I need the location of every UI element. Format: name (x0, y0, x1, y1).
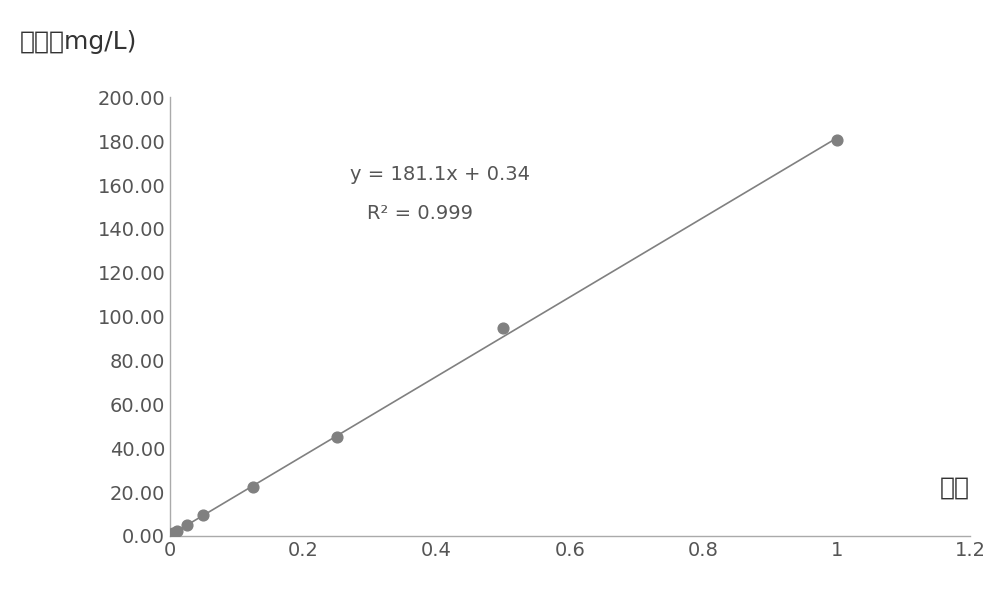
Point (169, 526, 185, 536)
Point (195, 510, 211, 520)
Point (245, 482, 261, 491)
Text: y = 181.1x + 0.34: y = 181.1x + 0.34 (350, 164, 530, 184)
Point (165, 529, 181, 538)
Text: 浓度（mg/L): 浓度（mg/L) (20, 30, 137, 54)
Text: 梯度: 梯度 (940, 475, 970, 499)
Text: R² = 0.999: R² = 0.999 (367, 204, 473, 223)
Point (829, 135, 845, 145)
Point (495, 323, 511, 333)
Point (179, 520, 195, 530)
Point (329, 432, 345, 442)
